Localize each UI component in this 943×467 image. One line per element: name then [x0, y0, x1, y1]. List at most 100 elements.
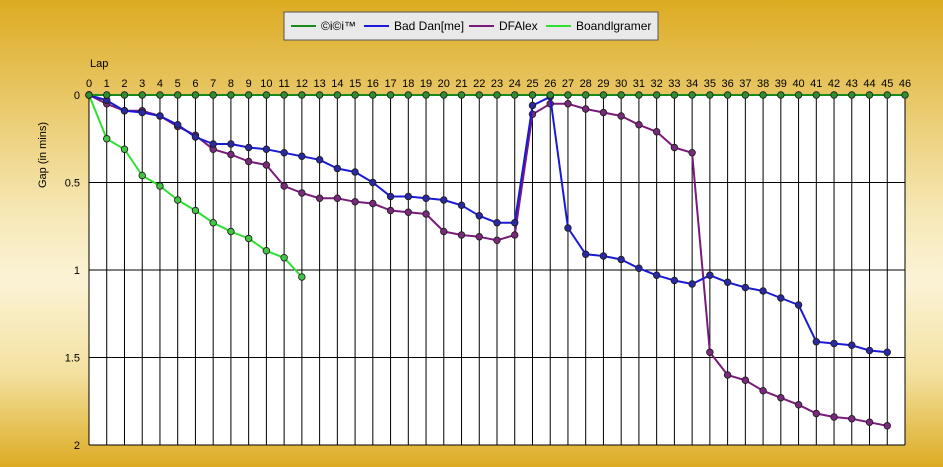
- data-point: [422, 210, 430, 218]
- data-point: [475, 91, 483, 99]
- data-point: [794, 91, 803, 99]
- x-tick-label: 46: [899, 78, 911, 90]
- data-point: [475, 233, 483, 241]
- data-point: [883, 422, 891, 430]
- data-point: [404, 208, 413, 216]
- x-tick-label: 14: [331, 78, 343, 90]
- data-point: [546, 91, 554, 99]
- data-point: [741, 376, 750, 384]
- data-point: [156, 182, 164, 190]
- series-line: [88, 94, 888, 427]
- data-point: [635, 264, 643, 272]
- data-point: [351, 91, 359, 99]
- y-axis: 0 0.5 1 1.5 2: [65, 90, 80, 452]
- data-point: [262, 91, 271, 99]
- data-point: [812, 338, 821, 346]
- data-point: [706, 91, 714, 99]
- x-tick-label: 21: [455, 78, 467, 90]
- data-point: [865, 418, 874, 426]
- data-point: [564, 100, 572, 108]
- series-line: [88, 94, 888, 354]
- data-point: [528, 91, 537, 99]
- data-point: [794, 301, 803, 309]
- data-point: [617, 91, 625, 99]
- x-tick-label: 31: [633, 78, 645, 90]
- x-tick-label: 32: [651, 78, 663, 90]
- legend-label: ©i©i™: [321, 19, 356, 33]
- data-point: [723, 371, 732, 379]
- data-point: [581, 105, 590, 113]
- data-point: [191, 91, 200, 99]
- data-point: [173, 196, 182, 204]
- data-point: [883, 348, 891, 356]
- x-tick-label: 3: [139, 78, 145, 90]
- data-point: [564, 224, 572, 232]
- data-point: [404, 192, 413, 201]
- data-point: [173, 91, 182, 99]
- data-point: [599, 91, 608, 99]
- legend-item-boandlgramer: Boandlgramer: [546, 19, 651, 33]
- x-axis-title: Lap: [90, 58, 108, 70]
- data-point: [493, 219, 501, 227]
- data-point: [777, 294, 785, 302]
- data-point: [777, 394, 785, 402]
- series-i-i: [85, 91, 909, 99]
- data-point: [581, 250, 590, 258]
- x-tick-label: 26: [544, 78, 556, 90]
- data-point: [227, 227, 235, 236]
- x-tick-label: 43: [846, 78, 858, 90]
- x-tick-label: 8: [228, 78, 234, 90]
- data-point: [830, 91, 838, 99]
- data-point: [493, 236, 501, 244]
- data-point: [635, 121, 643, 129]
- data-point: [901, 91, 909, 99]
- x-tick-label: 10: [260, 78, 272, 90]
- data-point: [670, 91, 679, 99]
- data-point: [652, 271, 661, 279]
- data-point: [315, 194, 324, 202]
- x-tick-label: 20: [438, 78, 450, 90]
- x-tick-label: 4: [157, 78, 163, 90]
- data-point: [333, 164, 342, 173]
- data-point: [227, 150, 235, 159]
- x-tick-label: 6: [192, 78, 198, 90]
- x-tick-label: 37: [739, 78, 751, 90]
- data-point: [209, 219, 217, 227]
- data-point: [315, 91, 324, 99]
- data-point: [386, 91, 395, 99]
- data-point: [706, 348, 714, 356]
- data-point: [599, 108, 608, 117]
- data-point: [298, 273, 306, 281]
- legend-item-dfalex: DFAlex: [469, 19, 538, 33]
- data-point: [883, 91, 891, 99]
- data-point: [138, 91, 146, 99]
- data-point: [475, 212, 483, 220]
- data-point: [635, 91, 643, 99]
- y-tick-label: 2: [74, 440, 80, 452]
- data-point: [564, 91, 572, 99]
- legend-label: DFAlex: [499, 19, 538, 33]
- x-tick-label: 38: [757, 78, 769, 90]
- data-point: [369, 199, 377, 208]
- x-tick-label: 42: [828, 78, 840, 90]
- x-tick-label: 22: [473, 78, 485, 90]
- x-tick-label: 36: [721, 78, 733, 90]
- data-point: [244, 91, 253, 99]
- x-tick-label: 23: [491, 78, 503, 90]
- data-point: [138, 171, 146, 180]
- data-point: [209, 140, 217, 148]
- x-tick-label: 40: [792, 78, 804, 90]
- data-point: [777, 91, 785, 99]
- data-point: [688, 280, 696, 288]
- y-tick-label: 0.5: [65, 178, 80, 190]
- data-point: [120, 91, 129, 99]
- data-point: [262, 145, 271, 153]
- data-point: [670, 276, 679, 285]
- data-point: [688, 149, 696, 157]
- data-point: [848, 91, 856, 99]
- data-point: [333, 91, 342, 99]
- data-point: [298, 189, 306, 197]
- data-point: [440, 227, 448, 236]
- x-tick-label: 45: [881, 78, 893, 90]
